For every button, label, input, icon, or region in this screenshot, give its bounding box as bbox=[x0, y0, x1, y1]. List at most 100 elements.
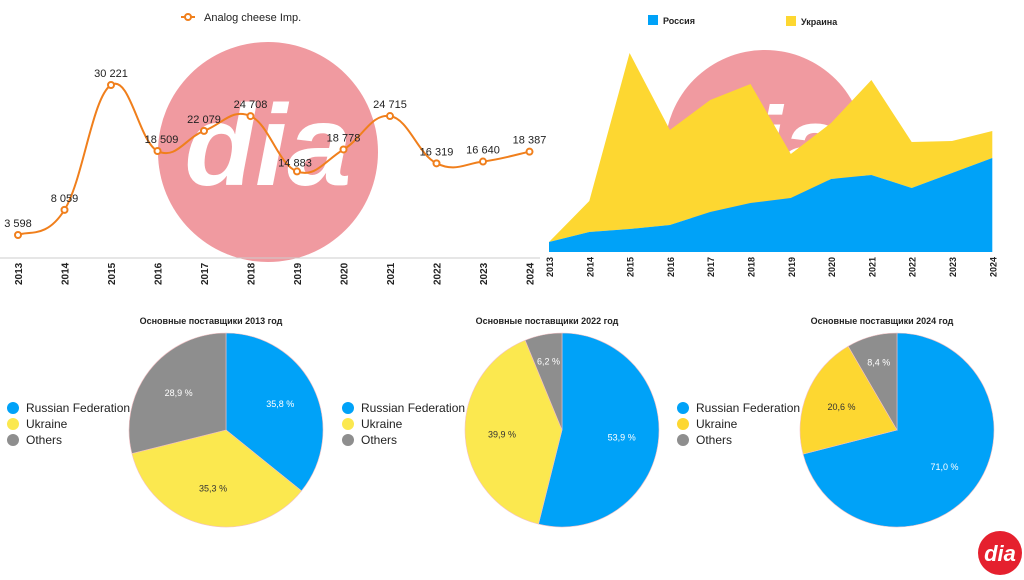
pie-slice-ukraine bbox=[131, 429, 302, 528]
line-point bbox=[14, 231, 22, 239]
pie-slice-ukraine bbox=[464, 339, 563, 525]
pie-title: Основные поставщики 2022 год bbox=[476, 316, 619, 326]
pie-data-label: 39,9 % bbox=[488, 429, 516, 439]
line-point bbox=[339, 145, 348, 154]
x-tick-label: 2015 bbox=[626, 257, 636, 277]
legend-marker bbox=[342, 434, 354, 446]
line-point bbox=[386, 112, 394, 121]
line-point bbox=[60, 205, 69, 214]
legend-label: Russian Federation bbox=[696, 401, 800, 415]
legend-marker bbox=[7, 434, 19, 446]
x-tick-label: 2015 bbox=[107, 262, 118, 285]
data-label: 3 598 bbox=[4, 218, 32, 230]
x-tick-label: 2014 bbox=[61, 262, 72, 285]
line-point bbox=[479, 157, 487, 166]
line-point bbox=[293, 167, 301, 176]
legend-label: Ukraine bbox=[361, 417, 403, 431]
legend-marker bbox=[7, 418, 19, 430]
x-tick-label: 2019 bbox=[787, 257, 797, 277]
line-point bbox=[200, 126, 208, 135]
watermark-logo-left: dia bbox=[158, 42, 378, 262]
logo-circle bbox=[978, 531, 1022, 575]
pie-title: Основные поставщики 2013 год bbox=[140, 316, 283, 326]
x-tick-label: 2021 bbox=[867, 257, 877, 277]
pie-data-label: 8,4 % bbox=[867, 358, 890, 368]
legend-label: Analog cheese Imp. bbox=[204, 12, 301, 24]
x-tick-label: 2019 bbox=[293, 262, 304, 285]
data-label: 18 509 bbox=[145, 134, 179, 146]
line-point bbox=[107, 81, 115, 90]
legend-label: Others bbox=[361, 433, 397, 447]
x-tick-label: 2020 bbox=[340, 262, 351, 285]
data-label: 30 221 bbox=[94, 68, 128, 80]
pie-slice-others bbox=[524, 332, 563, 431]
pie-data-label: 71,0 % bbox=[931, 462, 959, 472]
x-tick-label: 2018 bbox=[247, 262, 258, 285]
data-label: 8 059 bbox=[51, 193, 79, 205]
pie-data-label: 20,6 % bbox=[827, 402, 855, 412]
legend-marker bbox=[677, 434, 689, 446]
legend-label: Россия bbox=[663, 16, 695, 26]
data-label: 24 708 bbox=[234, 99, 268, 111]
watermark-circle bbox=[158, 42, 378, 262]
x-tick-label: 2024 bbox=[988, 257, 998, 277]
x-tick-label: 2016 bbox=[154, 262, 165, 285]
pie-data-label: 35,3 % bbox=[199, 484, 227, 494]
legend-marker bbox=[184, 13, 192, 21]
pie-slice-russian-federation bbox=[225, 332, 324, 492]
area-series-ukraine bbox=[549, 53, 993, 242]
legend-label: Others bbox=[26, 433, 62, 447]
line-point bbox=[432, 159, 441, 168]
x-tick-label: 2014 bbox=[585, 257, 595, 277]
x-tick-label: 2024 bbox=[526, 262, 537, 285]
data-label: 16 640 bbox=[466, 145, 500, 157]
x-tick-label: 2022 bbox=[433, 262, 444, 285]
pie-slice-others bbox=[128, 332, 227, 454]
legend-marker bbox=[677, 418, 689, 430]
pie-data-label: 53,9 % bbox=[608, 432, 636, 442]
x-tick-label: 2022 bbox=[908, 257, 918, 277]
legend-label: Ukraine bbox=[696, 417, 738, 431]
x-tick-label: 2017 bbox=[200, 262, 211, 285]
pie-data-label: 35,8 % bbox=[266, 399, 294, 409]
legend-swatch-russia bbox=[648, 15, 658, 25]
logo-text: dia bbox=[984, 541, 1016, 566]
legend-swatch-ukraine bbox=[786, 16, 796, 26]
pie-slice-russian-federation bbox=[538, 332, 660, 528]
x-tick-label: 2013 bbox=[545, 257, 555, 277]
data-label: 14 883 bbox=[278, 157, 312, 169]
legend-marker bbox=[342, 402, 354, 414]
x-tick-label: 2013 bbox=[14, 262, 25, 285]
pie-data-label: 6,2 % bbox=[537, 356, 560, 366]
watermark-text: dia bbox=[185, 81, 352, 210]
x-tick-label: 2018 bbox=[747, 257, 757, 277]
x-tick-label: 2023 bbox=[479, 262, 490, 285]
legend-marker bbox=[7, 402, 19, 414]
data-label: 18 778 bbox=[327, 132, 361, 144]
legend-label: Ukraine bbox=[26, 417, 68, 431]
legend-label: Russian Federation bbox=[26, 401, 130, 415]
pie-title: Основные поставщики 2024 год bbox=[811, 316, 954, 326]
data-label: 18 387 bbox=[513, 135, 547, 147]
x-tick-label: 2016 bbox=[666, 257, 676, 277]
pie-slice-ukraine bbox=[799, 345, 898, 455]
data-label: 22 079 bbox=[187, 114, 221, 126]
pie-slice-others bbox=[847, 332, 898, 432]
pie-data-label: 28,9 % bbox=[165, 388, 193, 398]
legend-marker bbox=[677, 402, 689, 414]
legend-label: Others bbox=[696, 433, 732, 447]
pie-slice-russian-federation bbox=[802, 332, 995, 528]
x-tick-label: 2021 bbox=[386, 262, 397, 285]
legend-marker bbox=[342, 418, 354, 430]
line-point bbox=[246, 112, 255, 121]
line-point bbox=[525, 147, 534, 156]
x-tick-label: 2020 bbox=[827, 257, 837, 277]
legend-label: Russian Federation bbox=[361, 401, 465, 415]
x-tick-label: 2017 bbox=[706, 257, 716, 277]
line-point bbox=[153, 146, 162, 155]
x-tick-label: 2023 bbox=[948, 257, 958, 277]
data-label: 24 715 bbox=[373, 99, 407, 111]
data-label: 16 319 bbox=[420, 146, 454, 158]
area-series-russia bbox=[549, 158, 993, 252]
